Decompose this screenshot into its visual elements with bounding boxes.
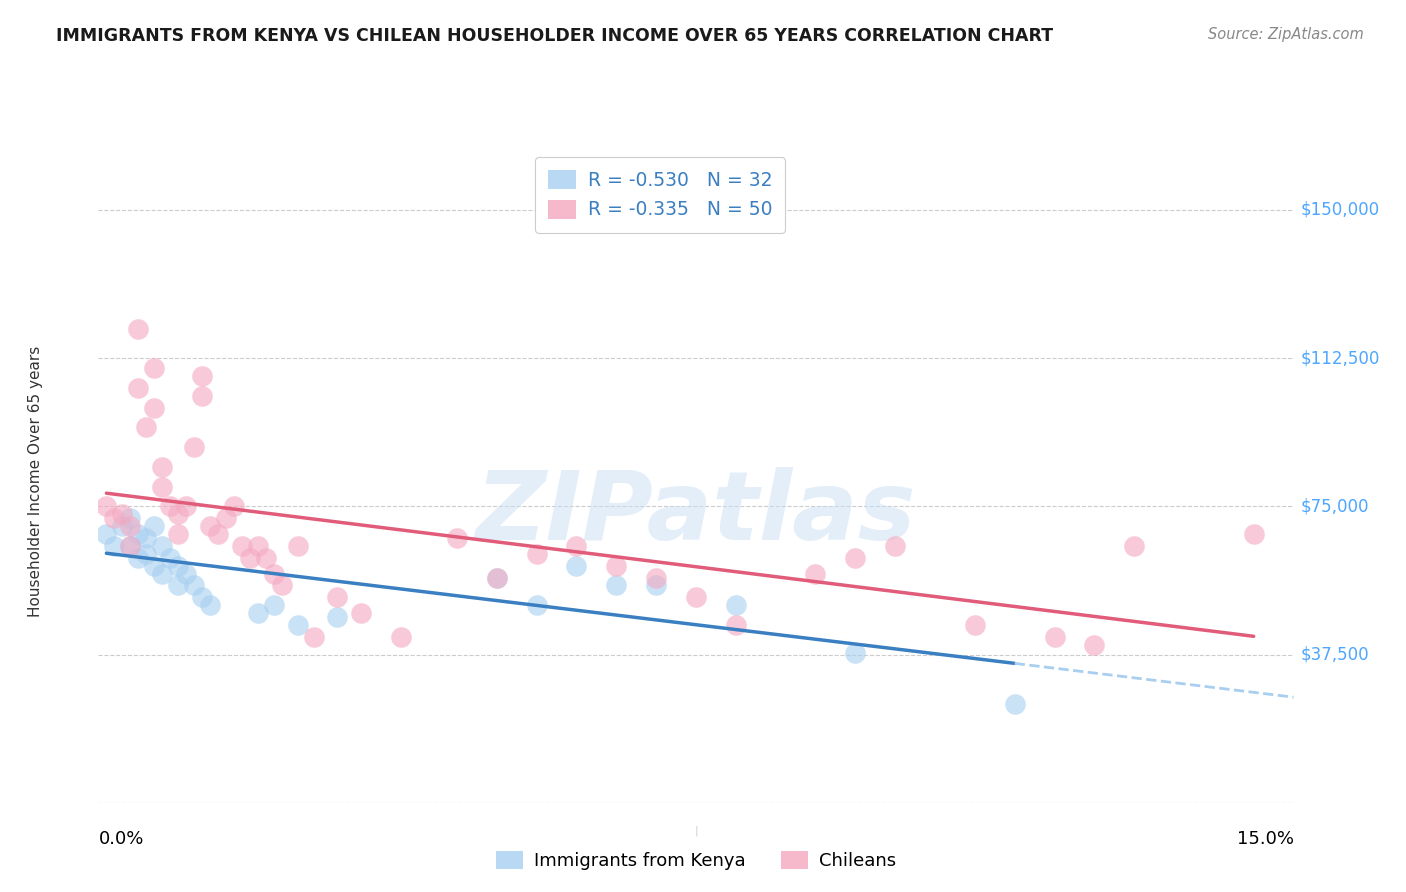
Point: [485, 570, 508, 584]
Point: [167, 558, 190, 573]
Point: [120, 511, 142, 525]
Point: [150, 480, 173, 494]
Point: [143, 361, 166, 376]
Point: [150, 566, 173, 581]
Point: [389, 630, 412, 644]
Point: [183, 578, 205, 592]
Point: [526, 598, 548, 612]
Point: [127, 550, 149, 565]
Text: $37,500: $37,500: [1301, 646, 1369, 664]
Point: [844, 550, 866, 565]
Point: [526, 547, 548, 561]
Point: [263, 598, 285, 612]
Point: [120, 539, 142, 553]
Text: |: |: [695, 825, 697, 836]
Point: [96, 527, 118, 541]
Point: [963, 618, 986, 632]
Point: [804, 566, 827, 581]
Point: [231, 539, 253, 553]
Point: [127, 321, 149, 335]
Point: [246, 606, 269, 620]
Point: [565, 558, 588, 573]
Point: [302, 630, 325, 644]
Point: [143, 401, 166, 415]
Point: [1243, 527, 1265, 541]
Point: [263, 566, 285, 581]
Text: $112,500: $112,500: [1301, 349, 1379, 368]
Point: [685, 591, 707, 605]
Point: [350, 606, 373, 620]
Point: [884, 539, 907, 553]
Point: [127, 381, 149, 395]
Point: [605, 558, 627, 573]
Point: [485, 570, 508, 584]
Point: [1083, 638, 1105, 652]
Text: Source: ZipAtlas.com: Source: ZipAtlas.com: [1208, 27, 1364, 42]
Point: [120, 539, 142, 553]
Point: [1004, 697, 1026, 711]
Point: [111, 508, 134, 522]
Point: [159, 550, 181, 565]
Point: [120, 519, 142, 533]
Point: [1043, 630, 1066, 644]
Legend: Immigrants from Kenya, Chileans: Immigrants from Kenya, Chileans: [488, 844, 904, 877]
Point: [111, 519, 134, 533]
Point: [270, 578, 292, 592]
Point: [198, 598, 221, 612]
Point: [103, 511, 125, 525]
Point: [724, 598, 747, 612]
Point: [1123, 539, 1146, 553]
Point: [246, 539, 269, 553]
Point: [844, 646, 866, 660]
Point: [143, 519, 166, 533]
Point: [446, 531, 468, 545]
Point: [159, 500, 181, 514]
Point: [191, 368, 214, 383]
Point: [135, 531, 157, 545]
Point: [143, 558, 166, 573]
Point: [326, 591, 349, 605]
Point: [167, 527, 190, 541]
Text: Householder Income Over 65 years: Householder Income Over 65 years: [28, 346, 42, 617]
Point: [96, 500, 118, 514]
Point: [103, 539, 125, 553]
Point: [326, 610, 349, 624]
Point: [287, 618, 309, 632]
Point: [183, 440, 205, 454]
Point: [207, 527, 229, 541]
Text: ZIPatlas: ZIPatlas: [475, 467, 917, 560]
Point: [167, 508, 190, 522]
Point: [565, 539, 588, 553]
Point: [135, 547, 157, 561]
Point: [254, 550, 277, 565]
Point: [135, 420, 157, 434]
Point: [645, 578, 668, 592]
Point: [724, 618, 747, 632]
Point: [150, 539, 173, 553]
Point: [287, 539, 309, 553]
Text: $75,000: $75,000: [1301, 498, 1369, 516]
Text: IMMIGRANTS FROM KENYA VS CHILEAN HOUSEHOLDER INCOME OVER 65 YEARS CORRELATION CH: IMMIGRANTS FROM KENYA VS CHILEAN HOUSEHO…: [56, 27, 1053, 45]
Point: [239, 550, 262, 565]
Text: 15.0%: 15.0%: [1236, 830, 1294, 847]
Point: [645, 570, 668, 584]
Point: [605, 578, 627, 592]
Point: [198, 519, 221, 533]
Point: [167, 578, 190, 592]
Point: [127, 527, 149, 541]
Point: [174, 566, 197, 581]
Point: [222, 500, 245, 514]
Point: [191, 591, 214, 605]
Point: [174, 500, 197, 514]
Point: [150, 459, 173, 474]
Point: [215, 511, 238, 525]
Text: 0.0%: 0.0%: [98, 830, 143, 847]
Point: [191, 389, 214, 403]
Text: $150,000: $150,000: [1301, 201, 1379, 219]
